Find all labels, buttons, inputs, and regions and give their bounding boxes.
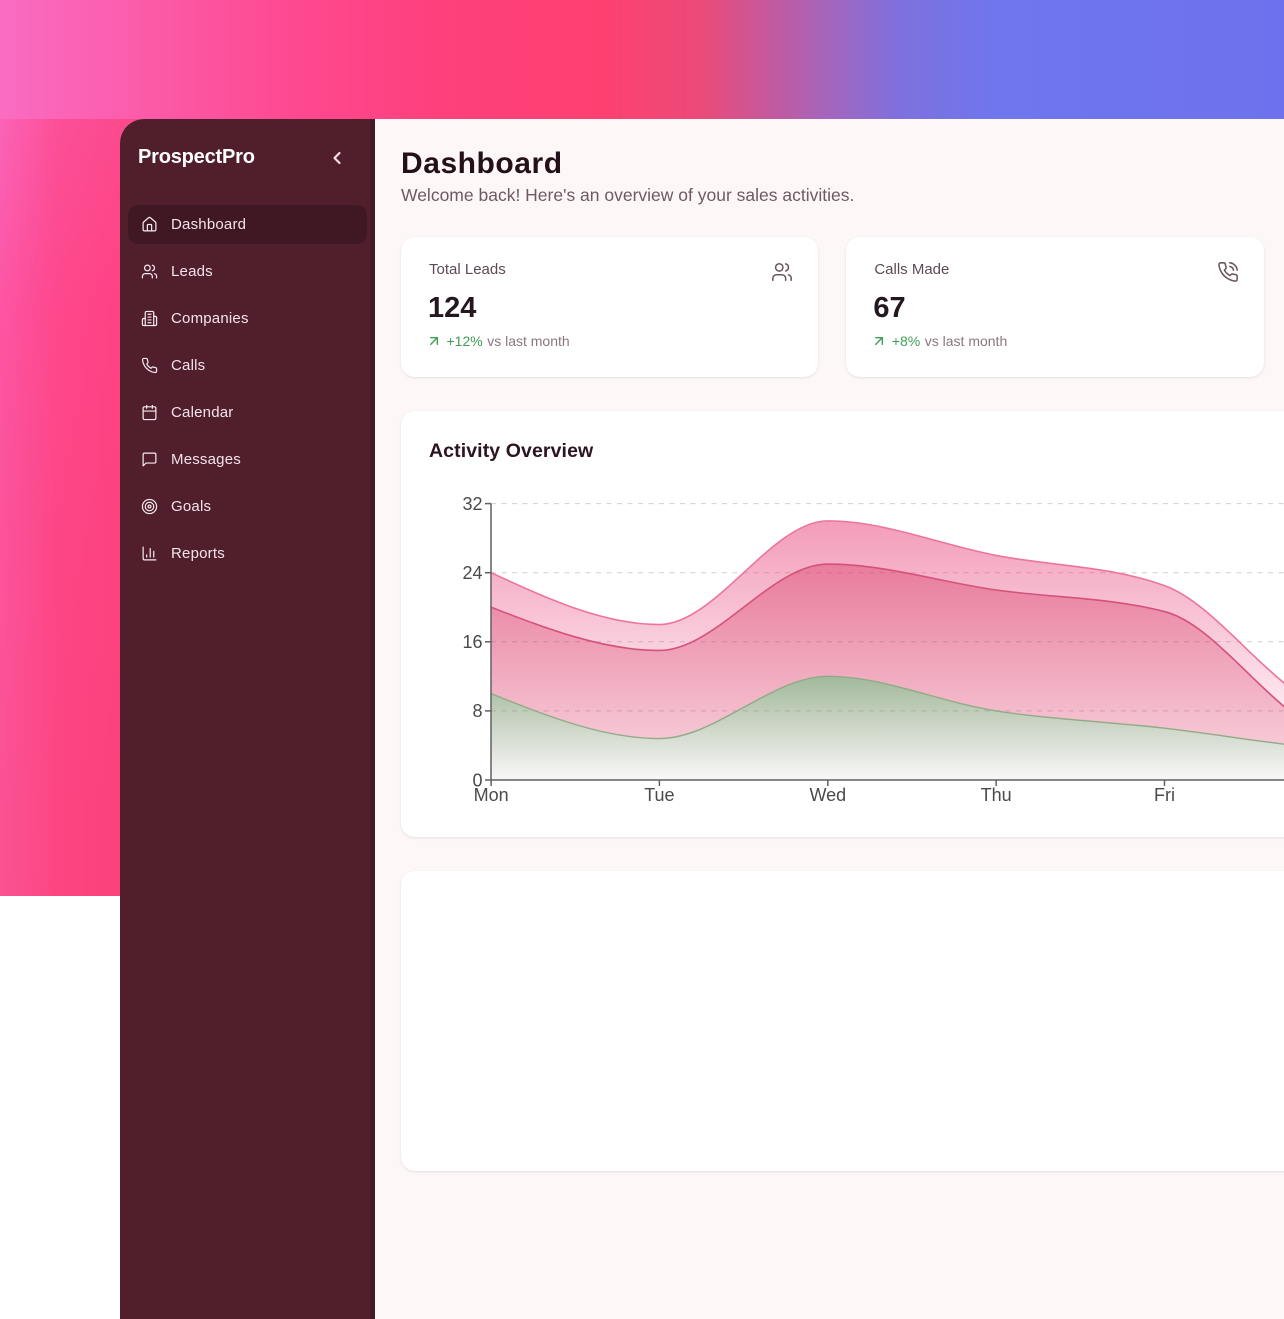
svg-text:8: 8 [472,701,482,721]
svg-text:24: 24 [462,563,482,583]
svg-text:0: 0 [472,770,482,790]
svg-text:Wed: Wed [809,785,846,805]
svg-text:16: 16 [462,632,482,652]
svg-text:Thu: Thu [981,785,1012,805]
svg-text:Tue: Tue [644,785,674,805]
svg-text:Mon: Mon [474,785,509,805]
svg-text:Fri: Fri [1154,785,1175,805]
svg-text:32: 32 [462,494,482,514]
